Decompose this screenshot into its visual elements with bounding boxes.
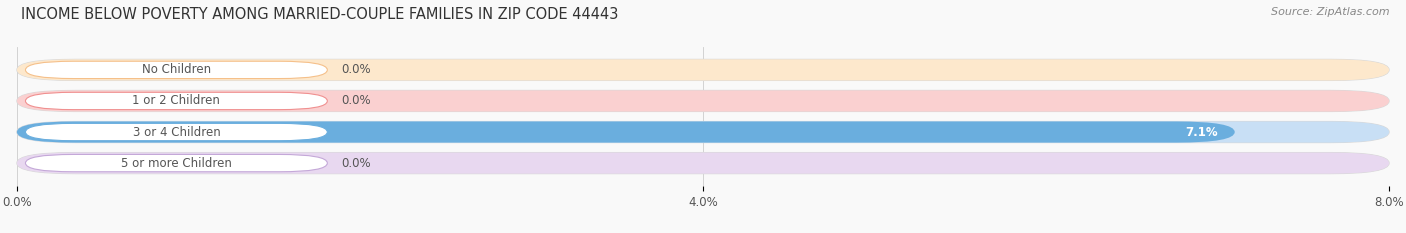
Text: 1 or 2 Children: 1 or 2 Children bbox=[132, 94, 221, 107]
FancyBboxPatch shape bbox=[17, 90, 1389, 112]
FancyBboxPatch shape bbox=[25, 92, 328, 110]
FancyBboxPatch shape bbox=[17, 59, 1389, 80]
Text: 0.0%: 0.0% bbox=[342, 94, 371, 107]
FancyBboxPatch shape bbox=[17, 59, 1389, 80]
Text: No Children: No Children bbox=[142, 63, 211, 76]
FancyBboxPatch shape bbox=[17, 121, 1389, 143]
FancyBboxPatch shape bbox=[17, 153, 1389, 174]
FancyBboxPatch shape bbox=[17, 90, 1389, 112]
Text: 7.1%: 7.1% bbox=[1185, 126, 1218, 139]
FancyBboxPatch shape bbox=[25, 123, 328, 141]
FancyBboxPatch shape bbox=[17, 121, 1234, 143]
Text: 5 or more Children: 5 or more Children bbox=[121, 157, 232, 170]
Text: Source: ZipAtlas.com: Source: ZipAtlas.com bbox=[1271, 7, 1389, 17]
FancyBboxPatch shape bbox=[25, 61, 328, 79]
FancyBboxPatch shape bbox=[25, 154, 328, 172]
Text: INCOME BELOW POVERTY AMONG MARRIED-COUPLE FAMILIES IN ZIP CODE 44443: INCOME BELOW POVERTY AMONG MARRIED-COUPL… bbox=[21, 7, 619, 22]
FancyBboxPatch shape bbox=[17, 121, 1389, 143]
Text: 3 or 4 Children: 3 or 4 Children bbox=[132, 126, 221, 139]
FancyBboxPatch shape bbox=[17, 153, 1389, 174]
Text: 0.0%: 0.0% bbox=[342, 157, 371, 170]
Text: 0.0%: 0.0% bbox=[342, 63, 371, 76]
